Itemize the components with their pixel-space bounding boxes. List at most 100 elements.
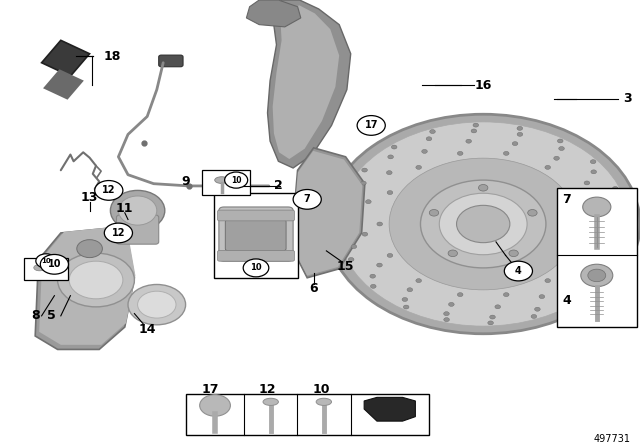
Ellipse shape <box>34 264 45 271</box>
Text: 10: 10 <box>312 383 330 396</box>
Circle shape <box>422 150 428 153</box>
Circle shape <box>573 190 579 194</box>
Circle shape <box>621 217 627 221</box>
Circle shape <box>613 232 619 236</box>
Text: 10: 10 <box>41 258 51 264</box>
Circle shape <box>426 137 432 141</box>
Circle shape <box>362 232 368 236</box>
Circle shape <box>77 240 102 258</box>
Circle shape <box>471 129 477 133</box>
Circle shape <box>545 279 550 283</box>
Text: 3: 3 <box>623 92 632 105</box>
FancyBboxPatch shape <box>225 220 286 251</box>
Circle shape <box>488 321 493 325</box>
Circle shape <box>456 205 510 243</box>
Ellipse shape <box>51 266 61 271</box>
Polygon shape <box>39 228 136 345</box>
Text: 15: 15 <box>337 260 355 273</box>
Text: 14: 14 <box>138 323 156 336</box>
Circle shape <box>458 151 463 155</box>
Circle shape <box>225 172 248 188</box>
FancyBboxPatch shape <box>218 250 294 261</box>
Circle shape <box>466 139 472 143</box>
Ellipse shape <box>263 398 278 405</box>
Text: 7: 7 <box>304 194 310 204</box>
Circle shape <box>444 312 449 316</box>
Circle shape <box>388 155 394 159</box>
Circle shape <box>365 200 371 204</box>
Circle shape <box>371 284 376 288</box>
Circle shape <box>370 274 376 278</box>
Bar <box>24 258 68 280</box>
Text: 17: 17 <box>201 383 219 396</box>
Circle shape <box>348 258 354 262</box>
Text: 18: 18 <box>103 49 121 63</box>
Circle shape <box>573 254 579 258</box>
FancyBboxPatch shape <box>218 210 294 221</box>
Circle shape <box>545 165 550 169</box>
Circle shape <box>377 263 382 267</box>
FancyBboxPatch shape <box>159 55 183 67</box>
Circle shape <box>416 165 422 169</box>
Circle shape <box>138 291 176 318</box>
Bar <box>214 193 298 278</box>
Circle shape <box>348 212 353 216</box>
Circle shape <box>448 250 458 257</box>
Circle shape <box>539 295 545 298</box>
Circle shape <box>357 116 385 135</box>
Circle shape <box>591 170 596 174</box>
Circle shape <box>416 279 422 283</box>
Circle shape <box>243 259 269 277</box>
Circle shape <box>104 223 132 243</box>
Circle shape <box>407 288 413 292</box>
Circle shape <box>479 185 488 191</box>
Text: 16: 16 <box>474 78 492 92</box>
Circle shape <box>403 305 409 309</box>
Circle shape <box>534 307 540 311</box>
Circle shape <box>389 158 577 290</box>
Circle shape <box>458 293 463 297</box>
Ellipse shape <box>118 196 157 225</box>
Circle shape <box>392 145 397 149</box>
Polygon shape <box>268 0 351 168</box>
Polygon shape <box>35 228 134 349</box>
Circle shape <box>598 212 604 216</box>
Circle shape <box>595 244 601 248</box>
Circle shape <box>344 196 349 200</box>
Circle shape <box>559 146 564 151</box>
Text: 7: 7 <box>562 193 571 206</box>
Circle shape <box>293 190 321 209</box>
Polygon shape <box>364 397 415 421</box>
Text: 12: 12 <box>111 228 125 238</box>
Circle shape <box>517 132 523 136</box>
Text: 12: 12 <box>102 185 116 195</box>
Circle shape <box>512 142 518 146</box>
Circle shape <box>95 181 123 200</box>
Circle shape <box>420 180 546 268</box>
Text: 11: 11 <box>116 202 134 215</box>
Circle shape <box>504 261 532 281</box>
Ellipse shape <box>316 398 332 405</box>
Circle shape <box>58 253 134 307</box>
Circle shape <box>557 139 563 143</box>
Circle shape <box>473 123 479 127</box>
Circle shape <box>40 254 68 274</box>
Text: 5: 5 <box>47 309 56 323</box>
Text: 9: 9 <box>181 175 190 188</box>
FancyBboxPatch shape <box>219 207 293 261</box>
Circle shape <box>36 254 56 268</box>
Circle shape <box>490 315 495 319</box>
Circle shape <box>599 276 605 280</box>
Circle shape <box>582 197 611 217</box>
Circle shape <box>444 318 449 322</box>
Circle shape <box>531 314 537 319</box>
Text: 10: 10 <box>231 176 241 185</box>
FancyBboxPatch shape <box>116 215 159 244</box>
Text: 497731: 497731 <box>593 434 630 444</box>
Circle shape <box>600 263 606 267</box>
Circle shape <box>377 222 383 226</box>
Circle shape <box>387 254 393 258</box>
Circle shape <box>554 156 559 160</box>
Circle shape <box>339 227 345 231</box>
Circle shape <box>362 168 367 172</box>
